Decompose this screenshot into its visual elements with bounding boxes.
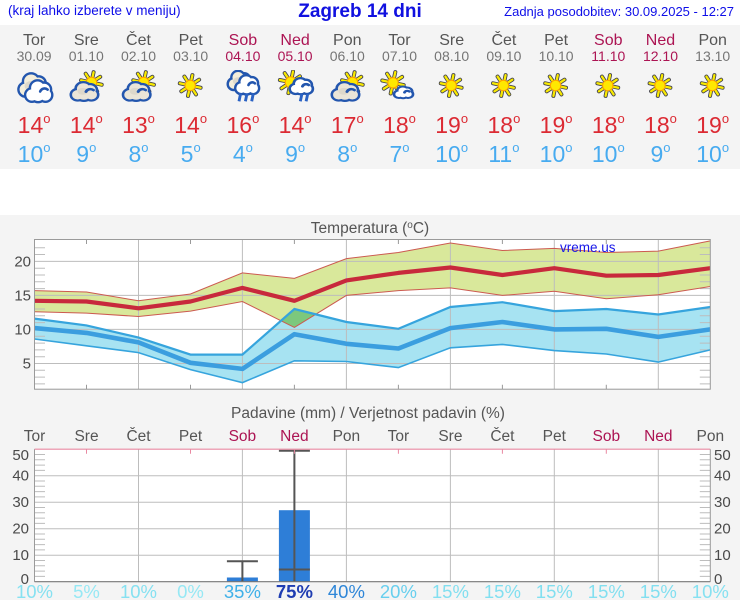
svg-text:15%: 15% — [588, 581, 625, 600]
svg-text:50: 50 — [12, 447, 29, 464]
svg-text:10: 10 — [14, 321, 31, 338]
svg-text:Sob: Sob — [229, 428, 257, 445]
svg-text:10: 10 — [12, 547, 29, 564]
svg-text:20: 20 — [714, 521, 731, 538]
svg-text:10%: 10% — [120, 581, 157, 600]
svg-text:15%: 15% — [640, 581, 677, 600]
svg-text:0: 0 — [714, 571, 722, 588]
svg-text:Temperatura (oC): Temperatura (oC) — [311, 220, 429, 237]
svg-text:Sob: Sob — [593, 428, 621, 445]
svg-text:Ned: Ned — [280, 428, 308, 445]
svg-text:0%: 0% — [177, 581, 204, 600]
svg-text:40: 40 — [12, 468, 29, 485]
svg-text:Pon: Pon — [697, 428, 725, 445]
svg-text:30: 30 — [714, 494, 731, 511]
svg-text:Sre: Sre — [438, 428, 462, 445]
svg-text:20: 20 — [14, 253, 31, 270]
svg-text:35%: 35% — [224, 581, 261, 600]
svg-text:15%: 15% — [432, 581, 469, 600]
svg-text:5: 5 — [23, 356, 31, 373]
svg-text:Pet: Pet — [543, 428, 567, 445]
svg-text:vreme.us: vreme.us — [560, 240, 616, 255]
svg-text:Čet: Čet — [490, 428, 515, 445]
svg-text:0: 0 — [21, 571, 29, 588]
svg-text:10: 10 — [714, 547, 731, 564]
svg-text:15%: 15% — [484, 581, 521, 600]
svg-text:Pon: Pon — [333, 428, 361, 445]
svg-text:Pet: Pet — [179, 428, 203, 445]
svg-text:50: 50 — [714, 447, 731, 464]
svg-text:40: 40 — [714, 468, 731, 485]
svg-text:75%: 75% — [276, 581, 313, 600]
svg-text:15: 15 — [14, 287, 31, 304]
svg-text:Čet: Čet — [126, 428, 151, 445]
svg-text:Padavine (mm) / Verjetnost pad: Padavine (mm) / Verjetnost padavin (%) — [231, 405, 505, 422]
svg-text:5%: 5% — [73, 581, 100, 600]
svg-text:Sre: Sre — [74, 428, 98, 445]
svg-text:20: 20 — [12, 521, 29, 538]
svg-text:Tor: Tor — [388, 428, 410, 445]
svg-text:10%: 10% — [16, 581, 53, 600]
svg-text:10%: 10% — [692, 581, 729, 600]
svg-text:40%: 40% — [328, 581, 365, 600]
svg-text:15%: 15% — [536, 581, 573, 600]
svg-text:30: 30 — [12, 494, 29, 511]
svg-text:20%: 20% — [380, 581, 417, 600]
svg-text:Ned: Ned — [644, 428, 672, 445]
svg-text:Tor: Tor — [24, 428, 46, 445]
